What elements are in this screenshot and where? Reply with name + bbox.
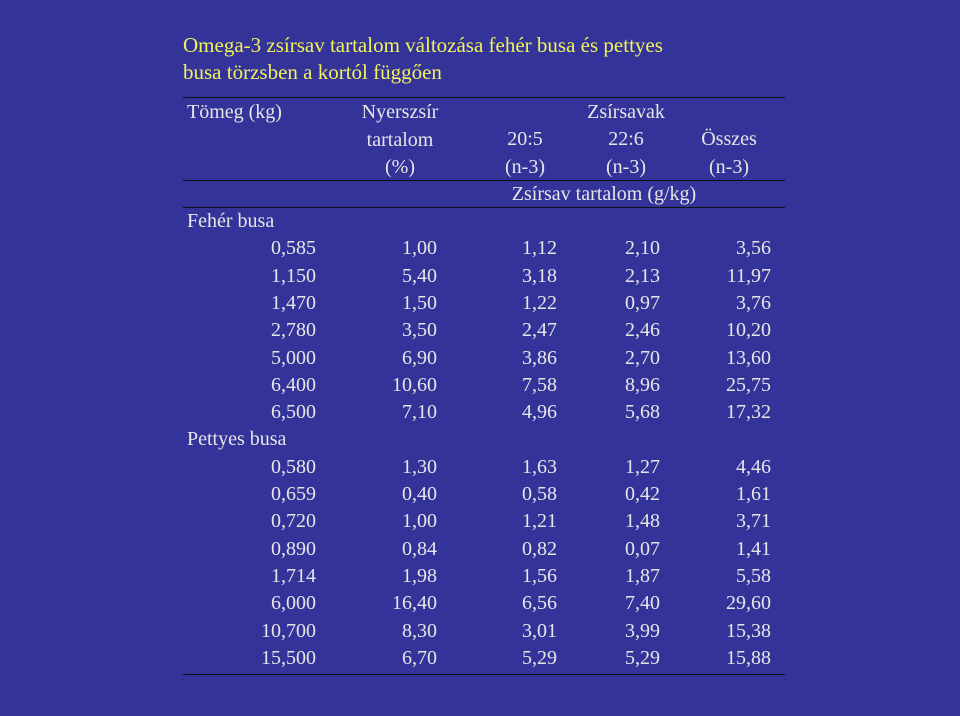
- cell: 0,659: [271, 483, 316, 505]
- cell: 5,29: [625, 646, 660, 669]
- cell: 5,40: [402, 264, 437, 287]
- cell: 2,13: [625, 264, 660, 287]
- cell: 6,000: [271, 592, 316, 615]
- cell: 0,58: [522, 483, 557, 505]
- cell: 3,86: [522, 346, 557, 369]
- cell: 0,40: [402, 483, 437, 505]
- cell: 3,50: [402, 319, 437, 342]
- title: busa törzsben a kortól függően: [183, 60, 442, 84]
- cell: 3,99: [625, 619, 660, 642]
- cell: 15,88: [726, 646, 771, 669]
- cell: 11,97: [726, 264, 771, 287]
- cell: 8,96: [625, 373, 660, 396]
- header: Összes: [701, 128, 757, 150]
- cell: 1,00: [402, 237, 437, 260]
- group-label: Pettyes busa: [187, 428, 287, 451]
- cell: 1,63: [522, 455, 557, 478]
- cell: 1,41: [736, 537, 771, 560]
- cell: 8,30: [402, 619, 437, 642]
- cell: 6,70: [402, 646, 437, 669]
- cell: 1,470: [271, 291, 316, 314]
- group-label: Fehér busa: [187, 210, 275, 232]
- title: Omega-3 zsírsav tartalom változása fehér…: [183, 33, 663, 57]
- cell: 1,12: [522, 237, 557, 260]
- cell: 1,27: [625, 455, 660, 478]
- header: (n-3): [709, 156, 749, 178]
- cell: 2,46: [625, 319, 660, 342]
- header: Zsírsavak: [587, 101, 665, 123]
- cell: 3,76: [736, 291, 771, 314]
- cell: 17,32: [726, 401, 771, 424]
- cell: 6,56: [522, 592, 557, 615]
- cell: 4,96: [522, 401, 557, 424]
- cell: 1,30: [402, 455, 437, 478]
- cell: 1,48: [625, 510, 660, 533]
- rule: [183, 674, 785, 675]
- header: Nyerszsír: [361, 101, 439, 123]
- header: 22:6: [608, 128, 644, 150]
- header: (%): [385, 156, 415, 178]
- header: Zsírsav tartalom (g/kg): [511, 183, 697, 205]
- header: 20:5: [507, 128, 543, 150]
- cell: 16,40: [392, 592, 437, 615]
- cell: 2,780: [271, 319, 316, 342]
- cell: 1,21: [522, 510, 557, 533]
- cell: 10,20: [726, 319, 771, 342]
- cell: 6,90: [402, 346, 437, 369]
- cell: 1,87: [625, 564, 660, 587]
- cell: 7,10: [402, 401, 437, 424]
- cell: 13,60: [726, 346, 771, 369]
- cell: 7,40: [625, 592, 660, 615]
- cell: 3,56: [736, 237, 771, 260]
- cell: 3,18: [522, 264, 557, 287]
- cell: 0,07: [625, 537, 660, 560]
- cell: 0,580: [271, 455, 316, 478]
- cell: 2,47: [522, 319, 557, 342]
- cell: 25,75: [726, 373, 771, 396]
- header: Tömeg (kg): [187, 101, 282, 123]
- cell: 1,714: [271, 564, 316, 587]
- cell: 0,84: [402, 537, 437, 560]
- rule: [183, 97, 785, 98]
- cell: 2,70: [625, 346, 660, 369]
- cell: 7,58: [522, 373, 557, 396]
- cell: 1,00: [402, 510, 437, 533]
- cell: 15,38: [726, 619, 771, 642]
- cell: 0,97: [625, 291, 660, 314]
- cell: 5,58: [736, 564, 771, 587]
- cell: 1,150: [271, 264, 316, 287]
- cell: 1,22: [522, 291, 557, 314]
- cell: 3,71: [736, 510, 771, 533]
- cell: 0,82: [522, 537, 557, 560]
- cell: 5,68: [625, 401, 660, 424]
- header: (n-3): [505, 156, 545, 178]
- rule: [183, 207, 785, 208]
- cell: 1,50: [402, 291, 437, 314]
- cell: 5,29: [522, 646, 557, 669]
- cell: 3,01: [522, 619, 557, 642]
- cell: 1,98: [402, 564, 437, 587]
- cell: 1,61: [736, 483, 771, 505]
- cell: 0,585: [271, 237, 316, 260]
- cell: 1,56: [522, 564, 557, 587]
- cell: 10,60: [392, 373, 437, 396]
- cell: 6,500: [271, 401, 316, 424]
- header: tartalom: [366, 128, 434, 151]
- cell: 0,42: [625, 483, 660, 505]
- rule: [183, 180, 785, 181]
- cell: 4,46: [736, 455, 771, 478]
- cell: 6,400: [271, 373, 316, 396]
- cell: 29,60: [726, 592, 771, 615]
- cell: 0,890: [271, 537, 316, 560]
- cell: 0,720: [271, 510, 316, 533]
- cell: 5,000: [271, 346, 316, 369]
- cell: 10,700: [261, 619, 316, 642]
- cell: 15,500: [261, 646, 316, 669]
- cell: 2,10: [625, 237, 660, 260]
- header: (n-3): [606, 156, 646, 178]
